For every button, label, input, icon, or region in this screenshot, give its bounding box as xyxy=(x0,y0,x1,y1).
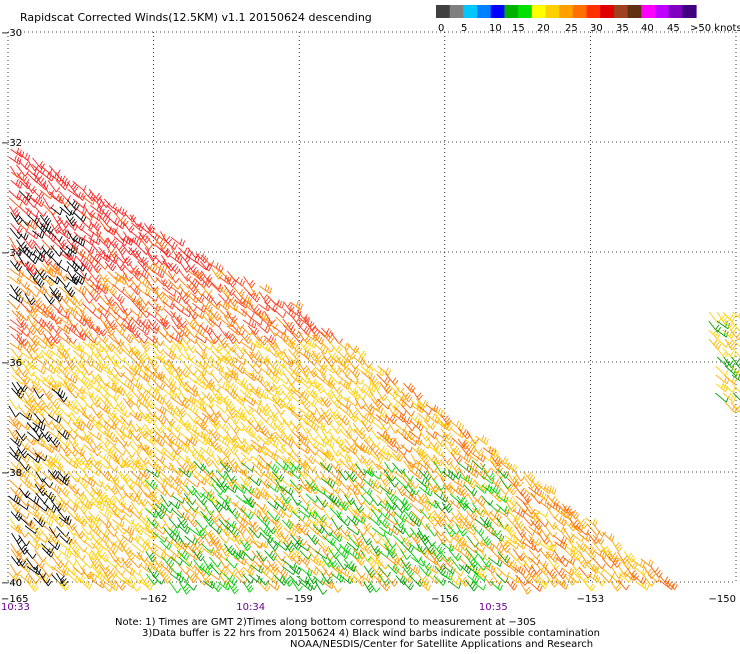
colorbar-label: 20 xyxy=(537,23,550,34)
x-tick-label: −150 xyxy=(709,594,736,605)
colorbar-label: 40 xyxy=(641,23,654,34)
colorbar-label: 25 xyxy=(565,23,578,34)
colorbar-label: 15 xyxy=(512,23,525,34)
x-tick-label: −153 xyxy=(577,594,604,605)
colorbar-swatch xyxy=(655,5,669,18)
colorbar-swatch xyxy=(587,5,601,18)
colorbar-swatch xyxy=(545,5,559,18)
colorbar-label: 0 xyxy=(438,23,444,34)
colorbar-swatch xyxy=(477,5,491,18)
colorbar-swatch xyxy=(573,5,587,18)
time-label: 10:33 xyxy=(1,602,30,613)
colorbar-swatch xyxy=(504,5,518,18)
colorbar-label: 10 xyxy=(489,23,502,34)
colorbar-swatch xyxy=(518,5,532,18)
time-label: 10:35 xyxy=(479,602,508,613)
colorbar-swatch xyxy=(641,5,655,18)
x-tick-label: −159 xyxy=(285,594,312,605)
colorbar-swatch xyxy=(600,5,614,18)
colorbar-label: 35 xyxy=(616,23,629,34)
y-tick-label: −38 xyxy=(1,468,22,479)
note-line-3: NOAA/NESDIS/Center for Satellite Applica… xyxy=(290,639,593,650)
y-tick-label: −32 xyxy=(1,138,22,149)
note-line-1: Note: 1) Times are GMT 2)Times along bot… xyxy=(115,617,536,628)
y-tick-label: −36 xyxy=(1,358,22,369)
time-label: 10:34 xyxy=(236,602,265,613)
chart-title: Rapidscat Corrected Winds(12.5KM) v1.1 2… xyxy=(20,11,372,24)
note-line-2: 3)Data buffer is 22 hrs from 20150624 4)… xyxy=(142,628,600,639)
colorbar-swatch xyxy=(450,5,464,18)
colorbar-swatch xyxy=(682,5,696,18)
colorbar-swatch xyxy=(628,5,642,18)
colorbar-swatch xyxy=(614,5,628,18)
colorbar-swatch xyxy=(463,5,477,18)
colorbar-swatch xyxy=(491,5,505,18)
y-tick-label: −40 xyxy=(1,578,22,589)
y-tick-label: −34 xyxy=(1,248,22,259)
colorbar-swatch xyxy=(669,5,683,18)
x-tick-label: −156 xyxy=(431,594,458,605)
y-tick-label: −30 xyxy=(1,28,22,39)
colorbar-swatch xyxy=(436,5,450,18)
x-tick-label: −162 xyxy=(140,594,167,605)
colorbar-swatch xyxy=(559,5,573,18)
colorbar-swatch xyxy=(532,5,546,18)
